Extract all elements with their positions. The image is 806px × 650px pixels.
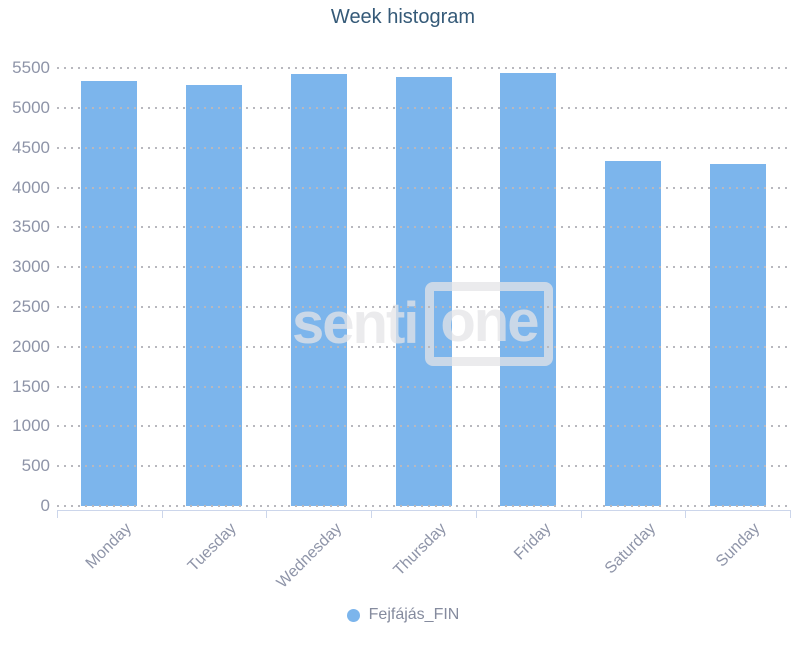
bar-tuesday[interactable] bbox=[185, 83, 244, 506]
x-axis-line bbox=[57, 510, 791, 511]
bar-monday[interactable] bbox=[80, 79, 139, 506]
legend-marker-icon[interactable] bbox=[346, 608, 360, 622]
y-axis-label-4000: 4000 bbox=[12, 177, 50, 197]
y-axis-label-4500: 4500 bbox=[12, 137, 50, 157]
x-axis-tick bbox=[371, 510, 373, 518]
watermark-text: senti bbox=[292, 291, 419, 356]
y-axis-label-2500: 2500 bbox=[12, 296, 50, 316]
x-axis-tick bbox=[685, 510, 687, 518]
x-axis-tick bbox=[790, 510, 791, 518]
x-axis-tick bbox=[161, 510, 163, 518]
watermark-logo: senti one bbox=[292, 282, 553, 366]
x-axis-label-monday: Monday bbox=[83, 520, 136, 573]
x-axis-label-saturday: Saturday bbox=[601, 520, 659, 578]
y-axis-label-2000: 2000 bbox=[12, 336, 50, 356]
y-axis-label-1000: 1000 bbox=[12, 416, 50, 436]
y-axis-label-1500: 1500 bbox=[12, 376, 50, 396]
legend[interactable]: Fejfájás_FIN bbox=[0, 606, 806, 624]
x-axis-tick bbox=[57, 510, 58, 518]
bar-wednesday[interactable] bbox=[289, 72, 348, 506]
x-axis-tick bbox=[266, 510, 268, 518]
x-axis-label-thursday: Thursday bbox=[390, 520, 450, 580]
y-axis-label-3500: 3500 bbox=[12, 217, 50, 237]
legend-label[interactable]: Fejfájás_FIN bbox=[368, 606, 460, 623]
y-axis-label-3000: 3000 bbox=[12, 257, 50, 277]
y-axis-label-5000: 5000 bbox=[12, 97, 50, 117]
x-axis-tick bbox=[475, 510, 477, 518]
x-axis-label-friday: Friday bbox=[510, 520, 555, 564]
x-axis-label-tuesday: Tuesday bbox=[185, 520, 241, 575]
bar-saturday[interactable] bbox=[603, 160, 662, 506]
x-axis-label-wednesday: Wednesday bbox=[273, 520, 345, 592]
watermark-box: one bbox=[425, 282, 553, 366]
y-axis-label-5500: 5500 bbox=[12, 58, 50, 77]
y-axis-label-0: 0 bbox=[40, 496, 50, 515]
y-axis-label-500: 500 bbox=[21, 456, 50, 476]
x-axis-tick bbox=[580, 510, 582, 518]
watermark-box-text: one bbox=[440, 289, 539, 354]
x-axis-label-sunday: Sunday bbox=[713, 520, 764, 571]
chart-title: Week histogram bbox=[330, 6, 476, 28]
bar-sunday[interactable] bbox=[708, 162, 767, 506]
